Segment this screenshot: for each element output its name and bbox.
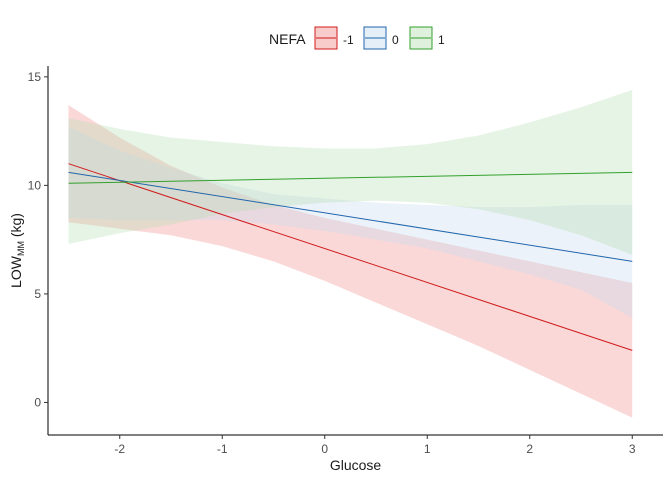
x-tick-label: 3 [629, 442, 636, 456]
fit-lines [68, 163, 633, 351]
x-tick-label: 2 [526, 442, 533, 456]
confidence-ribbon-nefa-1 [68, 89, 633, 255]
y-axis-ticks: 0 5 10 15 [28, 70, 48, 409]
y-tick-label: 5 [34, 287, 41, 301]
x-tick-label: -2 [114, 442, 125, 456]
legend-title: NEFA [269, 31, 306, 47]
y-axis-title: LOWMM (kg) [8, 213, 26, 288]
fit-line-nefa-1 [68, 171, 633, 184]
fit-line-nefa-0 [68, 171, 633, 262]
y-axis-title-main: LOW [8, 255, 24, 288]
x-axis-ticks: -2 -1 0 1 2 3 [114, 435, 636, 456]
y-axis-title-unit: (kg) [8, 213, 24, 241]
fit-line-nefa--1 [68, 163, 633, 351]
confidence-ribbons [68, 89, 633, 418]
confidence-ribbon-nefa--1 [68, 105, 633, 418]
legend-label-nefa-1: 1 [438, 33, 445, 47]
y-tick-label: 10 [28, 178, 42, 192]
x-tick-label: 1 [424, 442, 431, 456]
x-tick-label: 0 [321, 442, 328, 456]
legend-label-nefa--1: -1 [343, 33, 354, 47]
legend-label-nefa-0: 0 [392, 33, 399, 47]
y-axis-title-subscript: MM [16, 241, 26, 256]
x-axis-title: Glucose [330, 457, 382, 473]
legend: NEFA -1 0 1 [269, 26, 445, 50]
x-tick-label: -1 [217, 442, 228, 456]
confidence-ribbon-nefa-0 [68, 126, 633, 318]
y-tick-label: 0 [34, 395, 41, 409]
y-tick-label: 15 [28, 70, 42, 84]
